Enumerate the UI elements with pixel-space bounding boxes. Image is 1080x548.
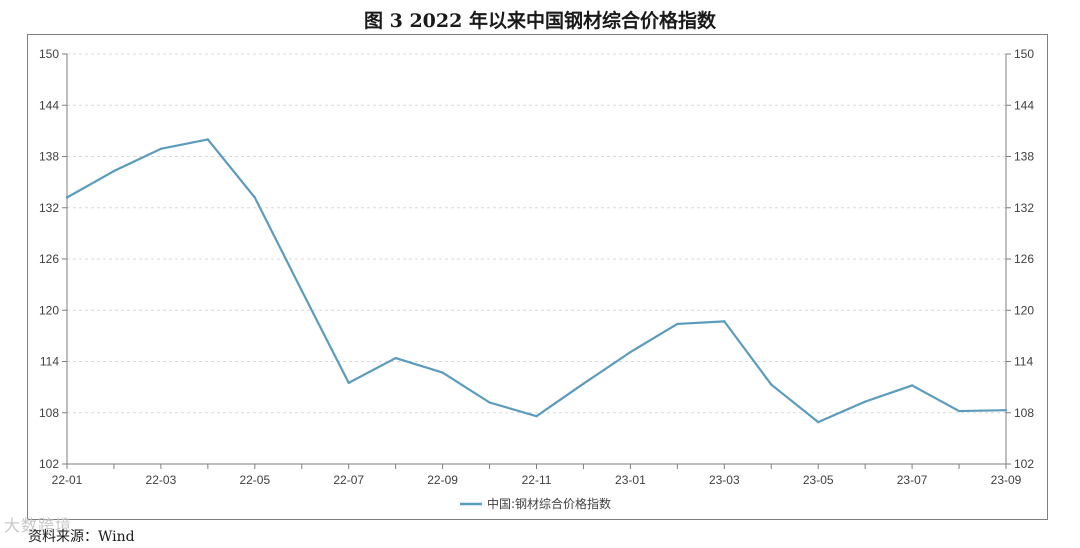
watermark: 大数跨境 [4, 516, 73, 535]
data-point [206, 138, 210, 141]
data-point [488, 401, 491, 404]
y-tick-label-left: 144 [39, 98, 59, 112]
grid-lines [67, 53, 1006, 414]
data-point [300, 289, 303, 292]
y-tick-label-right: 108 [1014, 406, 1034, 420]
data-point [863, 400, 867, 403]
y-tick-label-left: 102 [39, 457, 59, 471]
x-tick-label: 23-03 [709, 473, 740, 487]
y-tick-label-left: 132 [39, 201, 59, 215]
data-point [629, 350, 632, 354]
y-tick-label-left: 114 [40, 355, 59, 369]
x-tick-label: 23-05 [803, 473, 834, 487]
x-tick-label: 22-07 [333, 473, 364, 487]
y-tick-label-right: 138 [1014, 150, 1034, 164]
data-point [582, 382, 585, 385]
data-point [957, 409, 961, 413]
x-tick-label: 22-11 [522, 473, 552, 487]
data-point [676, 322, 679, 326]
data-point [253, 196, 256, 199]
y-tick-label-left: 150 [39, 47, 59, 61]
y-tick-label-left: 120 [39, 303, 59, 317]
legend: 中国:钢材综合价格指数 [460, 496, 611, 511]
series-layer [65, 138, 1008, 424]
data-point [441, 371, 444, 374]
chart-frame [27, 34, 1048, 520]
data-point [535, 414, 538, 418]
data-point [112, 169, 116, 173]
x-tick-label: 23-01 [615, 473, 646, 487]
x-tick-label: 22-01 [52, 473, 83, 487]
y-tick-label-right: 114 [1014, 355, 1033, 369]
x-tick-label: 23-07 [897, 473, 928, 487]
data-point [65, 196, 69, 199]
data-point [770, 383, 773, 386]
y-tick-label-left: 126 [39, 252, 59, 266]
y-tick-label-right: 102 [1014, 457, 1034, 471]
x-tick-label: 23-09 [991, 473, 1022, 487]
legend-label: 中国:钢材综合价格指数 [487, 496, 611, 511]
x-tick-label: 22-03 [146, 473, 177, 487]
data-point [817, 420, 820, 424]
y-tick-label-right: 126 [1014, 252, 1034, 266]
y-tick-label-right: 120 [1014, 303, 1034, 317]
data-point [910, 384, 914, 387]
y-tick-label-right: 150 [1014, 47, 1034, 61]
data-point [394, 356, 397, 360]
axes: 102 102 108 108 114 114 120 120 126 126 132 132 138 1… [39, 47, 1034, 487]
y-tick-label-right: 132 [1014, 201, 1034, 215]
x-tick-label: 22-05 [239, 473, 270, 487]
data-point [1004, 408, 1008, 412]
series-line [66, 138, 1007, 424]
y-tick-label-left: 138 [39, 150, 59, 164]
data-point [159, 147, 163, 151]
chart-title: 图 3 2022 年以来中国钢材综合价格指数 [364, 10, 716, 32]
y-tick-label-right: 144 [1014, 98, 1034, 112]
y-tick-label-left: 108 [39, 406, 59, 420]
data-point [347, 381, 350, 385]
x-tick-label: 22-09 [427, 473, 458, 487]
source-note: 资料来源：Wind [28, 529, 135, 545]
data-point [723, 320, 726, 323]
